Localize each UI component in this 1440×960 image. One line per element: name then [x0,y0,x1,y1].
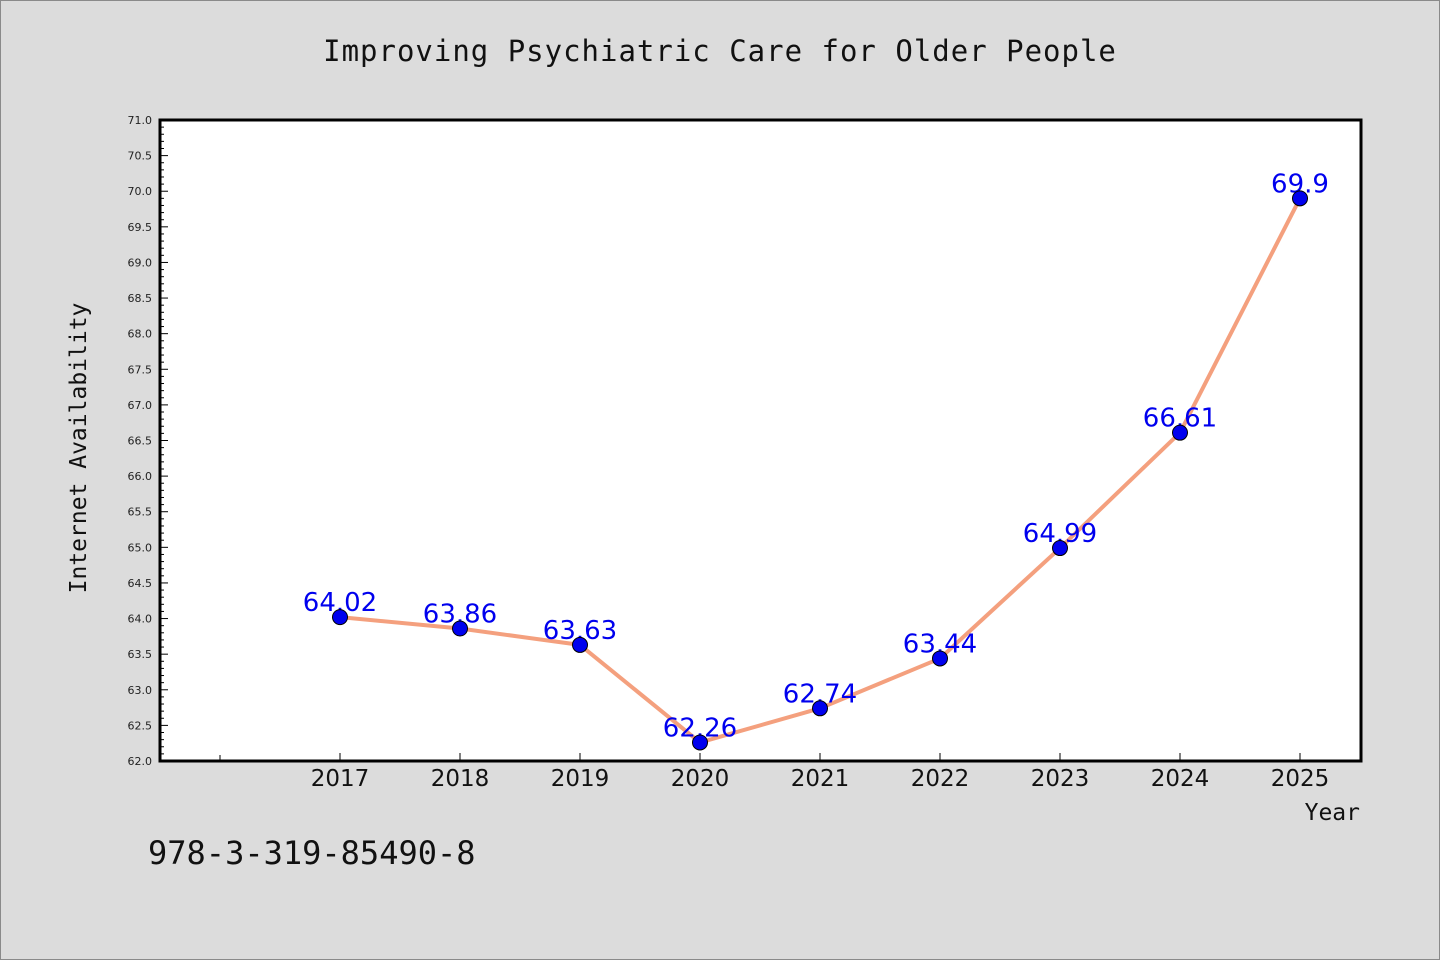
y-tick-label: 70.0 [128,185,153,198]
y-tick-label: 68.5 [128,292,153,305]
data-point [1172,424,1188,441]
chart-title: Improving Psychiatric Care for Older Peo… [323,34,1117,68]
x-tick-label: 2022 [911,766,970,792]
y-axis: 62.0 62.5 63.0 63.5 64.0 64.5 65.0 65.5 66.0 66.5… [128,114,168,768]
y-tick-label: 66.0 [128,470,153,483]
y-tick-label: 66.5 [128,435,153,448]
y-tick-label: 67.0 [128,399,153,412]
x-tick-label: 2019 [551,766,610,792]
x-axis: 2017 2018 2019 2020 2021 2022 2023 2024 2025 [219,753,1330,792]
y-tick-label: 62.5 [128,719,153,732]
x-tick-label: 2024 [1151,766,1210,792]
y-tick-label: 67.5 [128,363,153,376]
y-tick-label: 64.0 [128,613,153,626]
data-point [332,609,348,626]
y-tick-label: 70.5 [128,150,153,163]
isbn-text: 978-3-319-85490-8 [148,834,476,872]
plot-area [158,118,1363,763]
x-tick-label: 2017 [311,766,370,792]
data-point [1052,540,1068,557]
data-point [1292,190,1308,207]
x-tick-label: 2018 [431,766,490,792]
y-tick-label: 62.0 [128,755,153,768]
y-axis-title: Internet Availability [66,303,92,594]
data-point [692,734,708,751]
y-tick-label: 69.0 [128,256,153,269]
x-tick-label: 2025 [1271,766,1330,792]
data-point [932,650,948,667]
y-tick-label: 69.5 [128,221,153,234]
x-axis-title: Year [1305,800,1360,826]
data-point [452,620,468,637]
y-tick-label: 63.5 [128,648,153,661]
series-group: 64.02 63.8663.6362.2662.7463.4464.9966.61… [303,169,1329,751]
data-point [812,700,828,717]
x-tick-label: 2021 [791,766,850,792]
y-tick-label: 65.5 [128,506,153,519]
x-tick-label: 2020 [671,766,730,792]
y-tick-label: 64.5 [128,577,153,590]
y-tick-label: 71.0 [128,114,153,127]
data-point [572,636,588,653]
y-tick-label: 68.0 [128,328,153,341]
y-tick-label: 65.0 [128,541,153,554]
x-tick-label: 2023 [1031,766,1090,792]
y-tick-label: 63.0 [128,684,153,697]
